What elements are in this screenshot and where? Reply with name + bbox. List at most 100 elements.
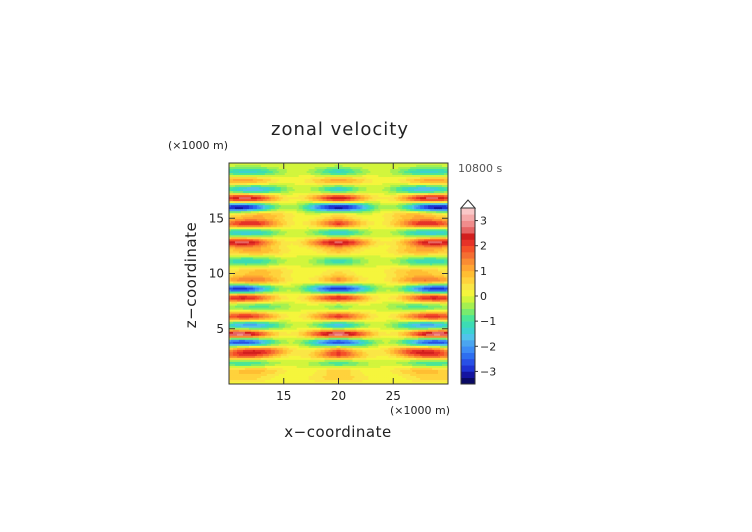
heatmap-cell [244,207,248,210]
heatmap-cell [262,195,266,198]
heatmap-cell [248,245,252,248]
heatmap-cell [264,163,268,166]
heatmap-cell [374,163,377,166]
heatmap-cell [302,233,306,236]
heatmap-cell [290,193,294,196]
heatmap-cell [406,191,409,194]
heatmap-cell [274,199,278,202]
heatmap-cell [344,171,347,174]
heatmap-cell [268,169,272,172]
heatmap-cell [256,189,260,192]
heatmap-cell [408,245,411,248]
heatmap-cell [314,245,317,248]
heatmap-cell [396,215,399,218]
heatmap-cell [434,201,437,204]
heatmap-cell [372,201,375,204]
heatmap-cell [230,205,234,208]
heatmap-cell [370,179,373,182]
heatmap-cell [232,181,236,184]
heatmap-cell [410,181,413,184]
heatmap-cell [384,167,387,170]
heatmap-cell [322,205,325,208]
heatmap-cell [418,217,421,220]
heatmap-cell [426,163,429,166]
heatmap-cell [428,187,431,190]
heatmap-cell [392,241,395,244]
heatmap-cell [376,213,379,216]
heatmap-cell [364,237,367,240]
heatmap-cell [240,221,244,224]
heatmap-cell [366,219,369,222]
heatmap-cell [378,205,381,208]
heatmap-cell [436,195,439,198]
heatmap-cell [374,217,377,220]
heatmap-cell [332,199,335,202]
heatmap-cell [292,233,296,236]
heatmap-cell [342,191,345,194]
heatmap-cell [374,199,377,202]
heatmap-cell [276,205,280,208]
heatmap-cell [236,203,240,206]
heatmap-cell [364,203,367,206]
heatmap-cell [302,249,306,252]
heatmap-cell [308,225,312,228]
heatmap-cell [358,175,361,178]
heatmap-cell [310,219,314,222]
heatmap-cell [402,213,405,216]
heatmap-cell [396,249,399,252]
heatmap-cell [428,209,431,212]
heatmap-cell [266,253,270,256]
heatmap-cell [326,227,329,230]
heatmap-cell [366,251,369,254]
heatmap-cell [316,225,319,228]
heatmap-cell [272,215,276,218]
heatmap-cell [386,245,389,248]
heatmap-cell [266,235,270,238]
heatmap-cell [342,225,345,228]
heatmap-cell [320,251,323,254]
heatmap-cell [278,187,282,190]
heatmap-cell [402,185,405,188]
heatmap-cell [234,169,238,172]
heatmap-cell [372,219,375,222]
heatmap-cell [324,167,327,170]
heatmap-cell [346,227,349,230]
heatmap-cell [328,173,331,176]
heatmap-cell [442,173,445,176]
heatmap-cell [304,167,308,170]
heatmap-cell [332,175,335,178]
heatmap-cell [236,183,240,186]
heatmap-cell [312,227,316,230]
heatmap-cell [346,231,349,234]
heatmap-cell [382,187,385,190]
heatmap-cell [328,221,331,224]
heatmap-cell [302,227,306,230]
heatmap-cell [306,179,310,182]
heatmap-cell [300,211,304,214]
heatmap-cell [348,179,351,182]
heatmap-cell [438,163,441,166]
heatmap-cell [358,193,361,196]
heatmap-cell [230,249,234,252]
heatmap-cell [394,175,397,178]
heatmap-cell [270,179,274,182]
heatmap-cell [334,197,337,200]
heatmap-cell [444,183,447,186]
heatmap-cell [240,173,244,176]
heatmap-cell [280,231,284,234]
heatmap-cell [242,211,246,214]
heatmap-cell [352,193,355,196]
heatmap-cell [316,169,319,172]
heatmap-cell [258,241,262,244]
heatmap-cell [308,179,312,182]
heatmap-cell [406,207,409,210]
heatmap-cell [330,207,333,210]
heatmap-cell [372,195,375,198]
heatmap-cell [318,207,321,210]
heatmap-cell [424,241,427,244]
heatmap-cell [268,187,272,190]
heatmap-cell [310,169,314,172]
heatmap-cell [290,249,294,252]
heatmap-cell [336,239,339,242]
heatmap-cell [322,183,325,186]
